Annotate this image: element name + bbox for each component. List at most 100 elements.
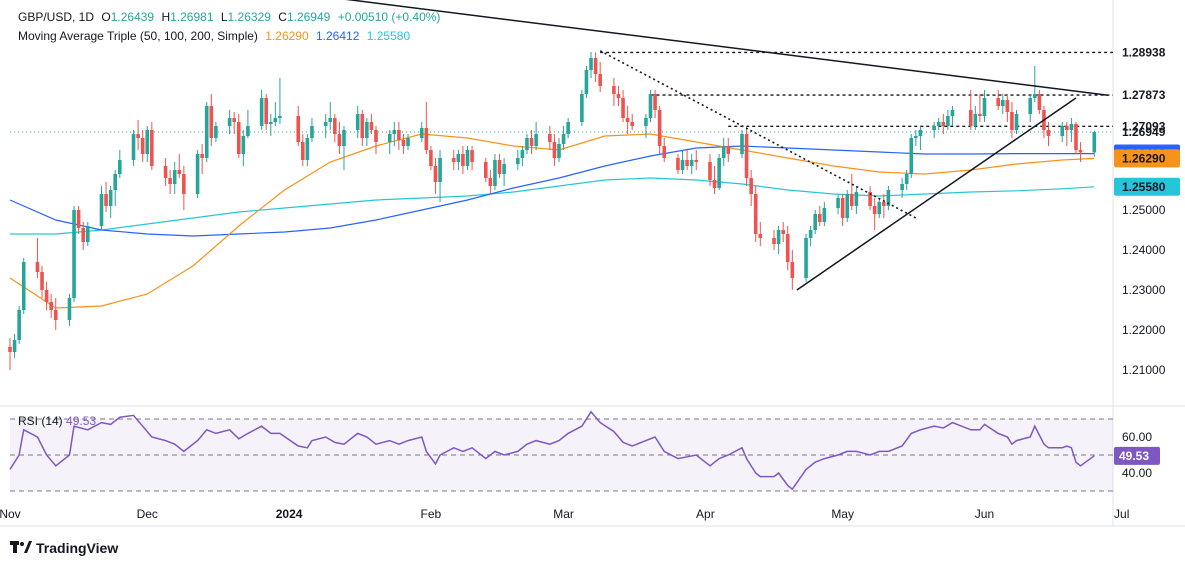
candle <box>140 130 145 162</box>
candle-body <box>941 122 946 126</box>
candle-body <box>561 134 566 144</box>
candle <box>612 78 616 106</box>
candle-body <box>1060 126 1065 136</box>
candle-body <box>1014 114 1019 130</box>
symbol-label[interactable]: GBP/USD, 1D <box>18 10 95 24</box>
candle <box>1069 118 1074 142</box>
candle <box>552 134 557 166</box>
candle <box>854 186 859 214</box>
candle-body <box>662 146 667 158</box>
high-label: H <box>161 10 171 24</box>
candle <box>433 158 438 194</box>
candle <box>676 154 680 174</box>
candle <box>406 134 410 150</box>
candle <box>342 126 346 170</box>
candle <box>278 78 282 124</box>
candle <box>182 166 186 210</box>
price-tag-label: 1.26949 <box>1122 125 1166 139</box>
high-number: 1.26981 <box>170 10 214 24</box>
ma-title[interactable]: Moving Average Triple (50, 100, 200, Sim… <box>18 29 258 43</box>
candle <box>1065 122 1069 146</box>
candle-body <box>99 194 104 226</box>
price-axis[interactable]: 1.21000 1.22000 1.23000 1.24000 1.25000 1.289… <box>1114 45 1180 480</box>
candle-body <box>406 138 410 146</box>
candle-body <box>461 154 465 166</box>
candle <box>136 120 140 150</box>
candle <box>301 134 305 166</box>
candle-body <box>278 116 282 118</box>
candle-body <box>360 114 365 138</box>
candle-body <box>387 134 392 142</box>
candle <box>451 150 456 170</box>
candle-body <box>630 122 634 126</box>
candle-body <box>35 262 40 272</box>
candle <box>424 102 429 154</box>
candle-body <box>273 118 278 122</box>
candle <box>593 52 598 82</box>
candle <box>904 170 909 190</box>
candle-body <box>625 118 630 122</box>
candle <box>456 150 461 170</box>
time-tick-label: May <box>831 507 854 521</box>
trendline[interactable] <box>796 97 1077 291</box>
candle <box>484 158 488 182</box>
candle-body <box>433 166 438 182</box>
candle-body <box>53 310 58 320</box>
ma200-value: 1.25580 <box>366 29 411 43</box>
candle-body <box>108 190 113 206</box>
candle <box>813 210 817 234</box>
candle-body <box>200 154 204 158</box>
time-tick-label: Mar <box>553 507 574 521</box>
candle <box>49 294 53 318</box>
ma200-line <box>10 177 1095 235</box>
trendline[interactable] <box>129 0 1109 96</box>
candle <box>1078 142 1083 162</box>
candle-body <box>424 128 429 150</box>
candle-body <box>909 138 914 174</box>
candle <box>653 90 657 118</box>
candle <box>529 130 534 154</box>
candle <box>781 222 785 242</box>
candle-body <box>1074 124 1078 150</box>
candle <box>836 194 840 214</box>
candle-body <box>804 238 808 278</box>
candle-body <box>214 126 218 138</box>
candle <box>488 170 493 194</box>
candle <box>822 202 827 226</box>
candle <box>53 298 58 330</box>
candle-body <box>813 214 817 230</box>
candle <box>108 186 113 218</box>
ma50-value: 1.26290 <box>265 29 309 43</box>
candle-body <box>781 230 785 234</box>
candle-body <box>374 130 378 142</box>
rsi-title[interactable]: RSI (14) <box>18 414 63 428</box>
price-tag-label: 1.27093 <box>1122 119 1166 133</box>
candle <box>740 130 744 158</box>
price-pane[interactable] <box>0 0 1185 527</box>
candle <box>712 166 717 194</box>
rsi-pane[interactable] <box>9 410 1113 492</box>
time-axis[interactable]: Nov Dec 2024 Feb Mar Apr May Jun Jul <box>0 507 1129 521</box>
candle <box>804 234 808 282</box>
candle <box>401 134 406 154</box>
candle <box>365 118 369 146</box>
candle-body <box>451 158 456 162</box>
candle <box>808 226 813 246</box>
candle-body <box>177 170 182 174</box>
time-tick-label: Dec <box>137 507 158 521</box>
tradingview-brand[interactable]: TradingView <box>10 540 118 556</box>
candle-body <box>900 184 904 190</box>
candle <box>662 138 667 162</box>
candle-body <box>397 130 401 140</box>
candle-body <box>753 194 758 234</box>
candle-body <box>616 94 621 98</box>
candle-body <box>8 346 12 352</box>
candle-body <box>868 192 872 206</box>
candle-body <box>1069 124 1074 130</box>
candle-body <box>996 98 1000 106</box>
price-tick-label: 1.22000 <box>1122 323 1166 337</box>
candle-body <box>817 214 822 222</box>
candle <box>337 122 342 154</box>
candle-body <box>488 178 493 186</box>
